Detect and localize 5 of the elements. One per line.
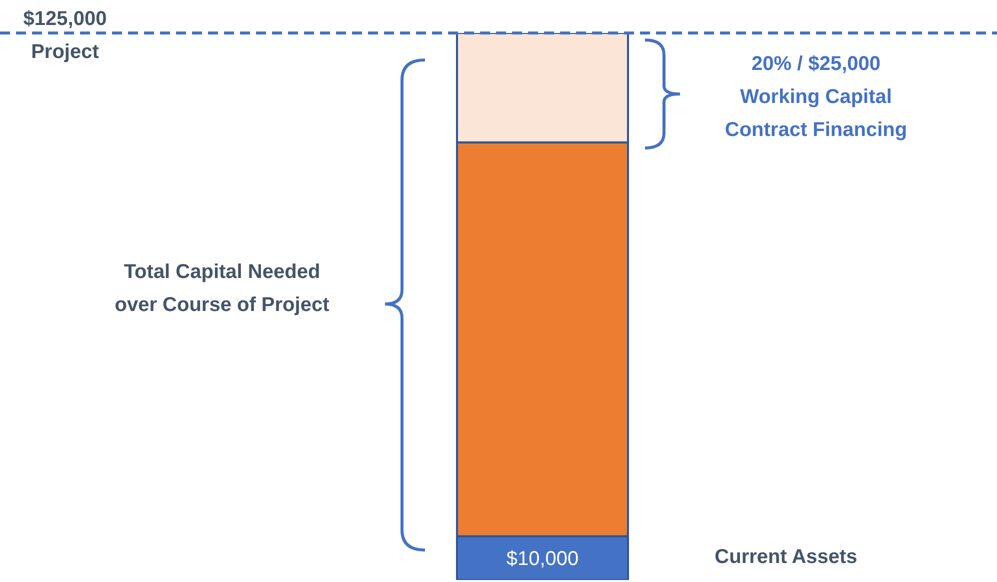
text: 20% / $25,000 Working Capital Contract Financing [724,53,908,141]
ref-line-label: $125,000 Project [23,8,107,63]
text: Current Assets [714,546,858,568]
text: Total Capital Needed over Course of Project [114,261,330,316]
data-label: $10,000 [506,548,579,570]
